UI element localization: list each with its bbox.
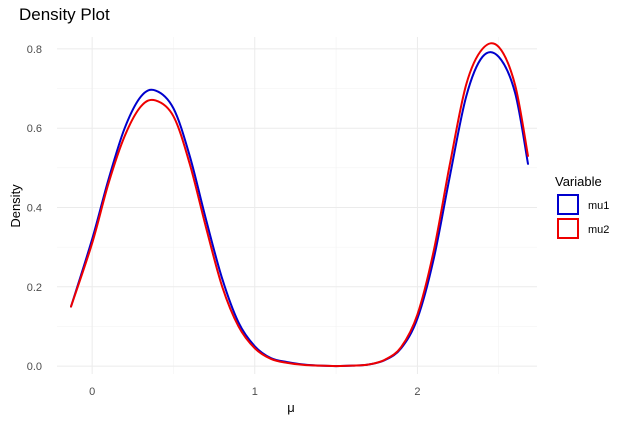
y-axis-title: Density (8, 184, 23, 228)
y-axis-ticks: 0.0 0.2 0.4 0.6 0.8 (27, 44, 42, 373)
series-layer (70, 42, 529, 368)
x-tick-label: 0 (89, 386, 95, 398)
legend-label-mu1: mu1 (588, 200, 609, 212)
chart-title: Density Plot (19, 5, 110, 24)
grid (57, 37, 537, 374)
legend-key-mu2 (557, 218, 579, 239)
legend-items: mu1 mu2 (557, 194, 609, 239)
y-tick-label: 0.2 (27, 282, 42, 294)
legend-label-mu2: mu2 (588, 224, 609, 236)
series-line-mu1 (70, 51, 529, 368)
y-tick-label: 0.0 (27, 361, 42, 373)
y-tick-label: 0.6 (27, 123, 42, 135)
legend: Variable mu1 mu2 (555, 174, 609, 239)
legend-title: Variable (555, 174, 602, 189)
series-line-mu2 (70, 42, 529, 368)
x-tick-label: 1 (252, 386, 258, 398)
y-tick-label: 0.8 (27, 44, 42, 56)
x-axis-ticks: 0 1 2 (89, 386, 420, 398)
x-axis-title: μ (287, 400, 295, 415)
y-tick-label: 0.4 (27, 202, 42, 214)
x-tick-label: 2 (414, 386, 420, 398)
legend-key-mu1 (557, 194, 579, 215)
